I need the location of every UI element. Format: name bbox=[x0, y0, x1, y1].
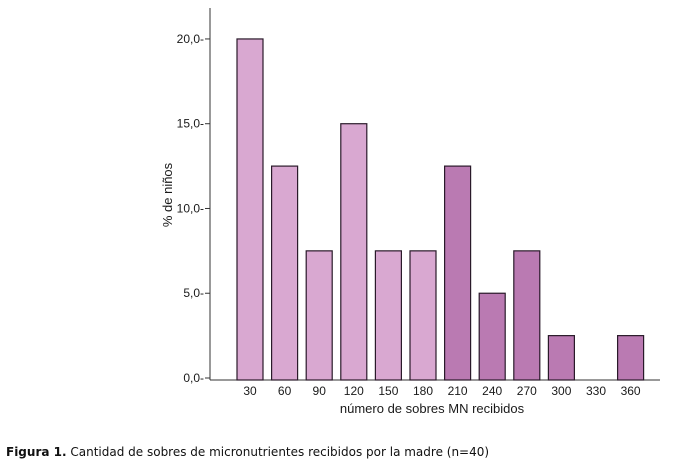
x-tick-label-300: 300 bbox=[551, 384, 571, 398]
x-tick-label-270: 270 bbox=[517, 384, 537, 398]
y-tick-label: 20,0- bbox=[177, 32, 204, 46]
x-tick-label-120: 120 bbox=[344, 384, 364, 398]
y-tick-label: 0,0- bbox=[183, 371, 204, 385]
y-axis-label: % de niños bbox=[160, 162, 175, 227]
bar-chart: 0,0- 5,0- 10,0- 15,0- 20,0- 30 60 90 120 150 180 21… bbox=[160, 8, 660, 416]
x-tick-label-240: 240 bbox=[482, 384, 502, 398]
bar-90 bbox=[305, 250, 333, 381]
y-tick-label: 15,0- bbox=[177, 117, 204, 131]
bar-270 bbox=[513, 250, 541, 381]
plot-area: 0,0- 5,0- 10,0- 15,0- 20,0- 30 60 90 120 150 180 21… bbox=[177, 8, 660, 398]
x-tick-label-210: 210 bbox=[448, 384, 468, 398]
x-tick-label-90: 90 bbox=[313, 384, 327, 398]
x-tick-label-150: 150 bbox=[378, 384, 398, 398]
x-tick-label-330: 330 bbox=[586, 384, 606, 398]
x-tick-label-60: 60 bbox=[278, 384, 292, 398]
y-tick-label: 10,0- bbox=[177, 201, 204, 215]
bar-240 bbox=[478, 292, 506, 381]
bar-300 bbox=[547, 335, 576, 381]
x-tick-label-360: 360 bbox=[621, 384, 641, 398]
bar-180 bbox=[409, 250, 437, 381]
bar-360 bbox=[616, 335, 645, 381]
x-tick-label-30: 30 bbox=[243, 384, 257, 398]
x-axis-label: número de sobres MN recibidos bbox=[340, 401, 525, 416]
bar-210 bbox=[444, 165, 472, 381]
figure-caption-label: Figura 1. bbox=[6, 445, 67, 459]
figure-caption-text: Cantidad de sobres de micronutrientes re… bbox=[70, 445, 490, 459]
x-tick-label-180: 180 bbox=[413, 384, 433, 398]
bar-120 bbox=[340, 123, 368, 381]
bar-150 bbox=[374, 250, 402, 381]
figure-caption: Figura 1. Cantidad de sobres de micronut… bbox=[6, 445, 489, 459]
y-tick-label: 5,0- bbox=[183, 286, 204, 300]
bar-30 bbox=[236, 38, 264, 381]
bar-60 bbox=[271, 165, 299, 381]
